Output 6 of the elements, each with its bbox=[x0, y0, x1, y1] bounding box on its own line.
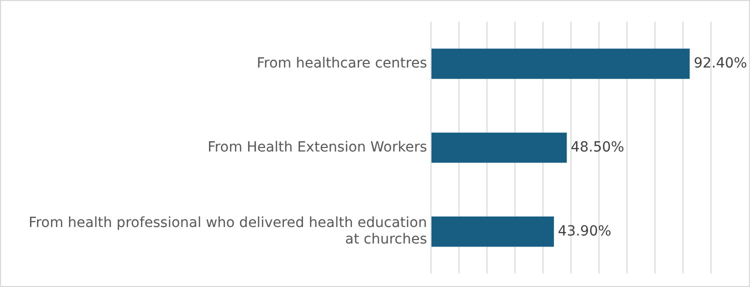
data-label: 92.40% bbox=[694, 55, 748, 72]
y-tick-label: From health professional who delivered health education at churches bbox=[28, 214, 427, 248]
data-label: 48.50% bbox=[570, 139, 624, 156]
data-label: 43.90% bbox=[558, 223, 612, 240]
y-tick-label: From Health Extension Workers bbox=[208, 139, 427, 156]
y-tick-label: From healthcare centres bbox=[256, 55, 427, 72]
